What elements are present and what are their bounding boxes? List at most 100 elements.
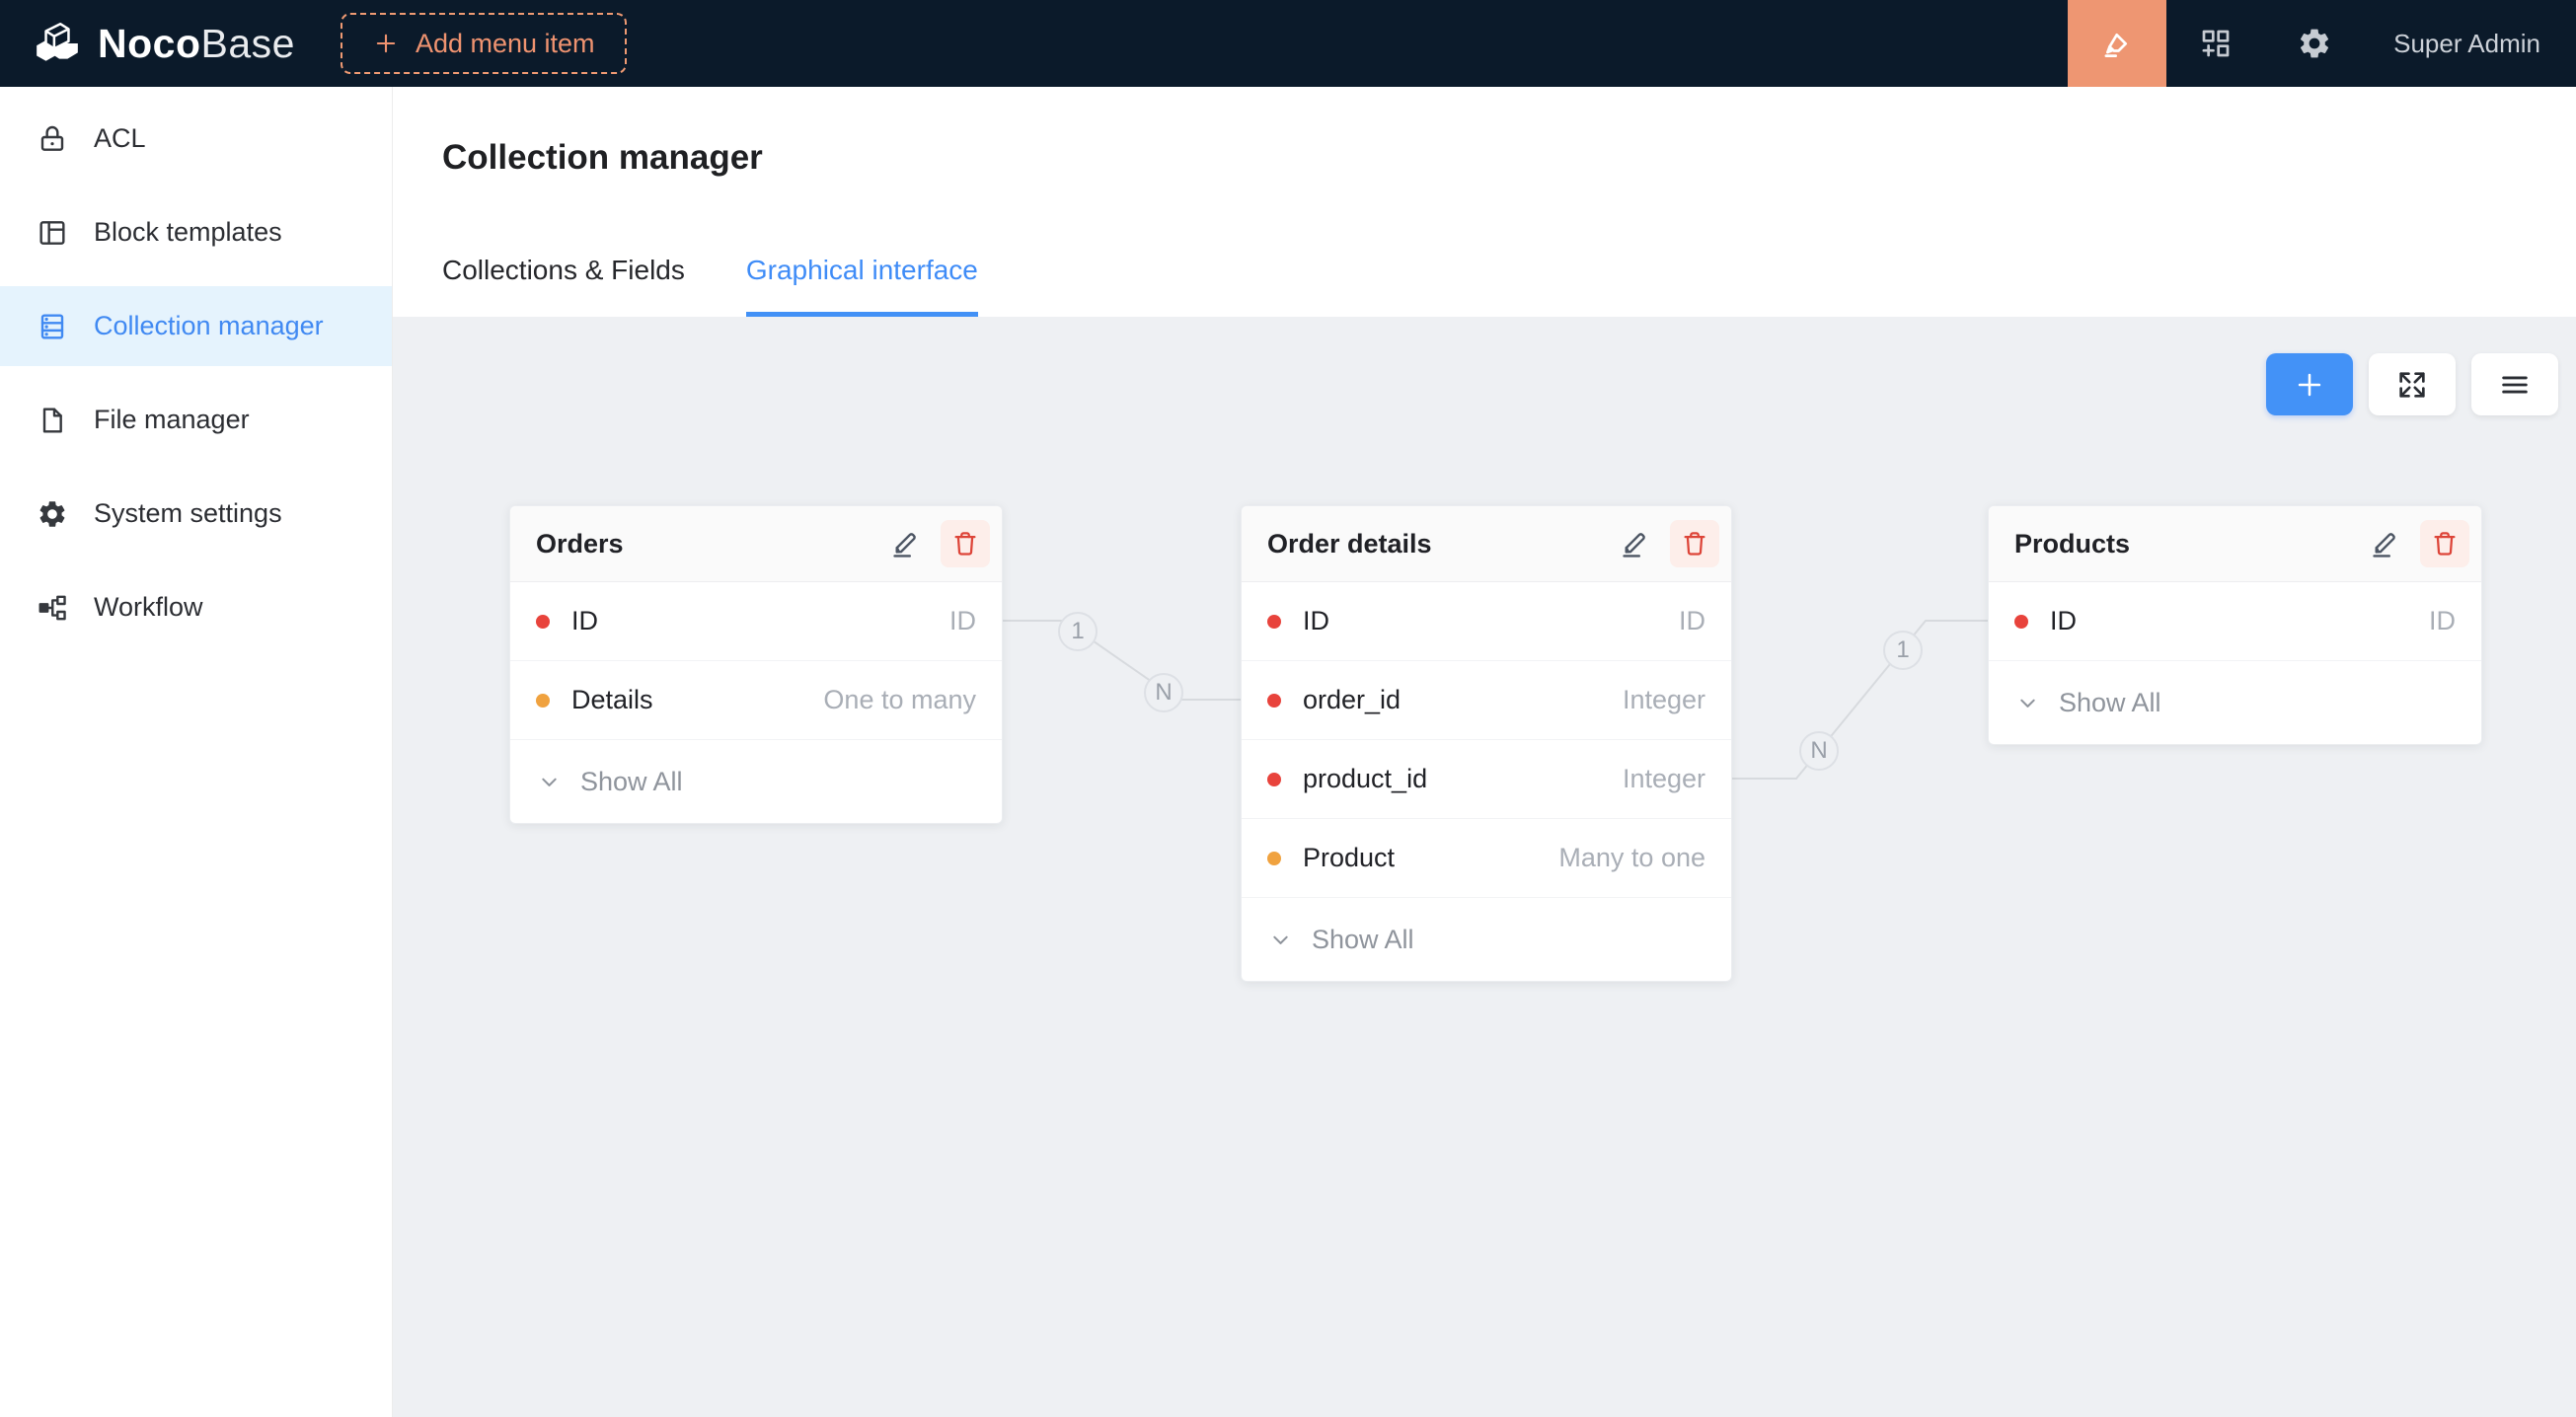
pencil-icon: [1623, 533, 1645, 558]
nocobase-logo[interactable]: NocoBase: [33, 19, 295, 68]
edit-collection-button[interactable]: [2357, 519, 2412, 568]
ui-editor-button[interactable]: [2068, 0, 2167, 87]
entity-header[interactable]: Orders: [510, 506, 1002, 582]
foreign-key-dot: [1267, 772, 1281, 786]
trash-icon: [2434, 532, 2456, 556]
show-all-label: Show All: [1312, 924, 1414, 954]
plus-icon: [2298, 373, 2321, 396]
hamburger-menu-icon: [2502, 376, 2528, 393]
tab-graphical-interface[interactable]: Graphical interface: [745, 255, 978, 317]
field-row[interactable]: ID ID: [1242, 582, 1731, 661]
field-row[interactable]: product_id Integer: [1242, 740, 1731, 819]
sidebar-item-workflow[interactable]: Workflow: [0, 567, 392, 647]
edge-cardinality-label: 1: [1883, 631, 1923, 670]
highlighter-icon: [2104, 33, 2128, 57]
field-type: ID: [2429, 606, 2456, 635]
field-row[interactable]: ID ID: [510, 582, 1002, 661]
plugin-manager-button[interactable]: [2166, 0, 2265, 87]
pencil-icon: [893, 533, 916, 558]
file-icon: [42, 407, 62, 433]
nocobase-logo-icon: [37, 22, 78, 61]
field-type: Many to one: [1558, 843, 1705, 872]
sidebar-item-label: Collection manager: [94, 311, 324, 340]
show-all-button[interactable]: Show All: [1242, 898, 1731, 981]
relation-dot: [536, 693, 550, 708]
plugin-grid-icon: [2202, 30, 2230, 57]
trash-icon: [1684, 532, 1705, 556]
primary-key-dot: [536, 614, 550, 629]
sidebar-item-label: ACL: [94, 123, 146, 153]
tab-collections-and-fields[interactable]: Collections & Fields: [442, 255, 685, 285]
chevron-down-icon: [2020, 699, 2035, 708]
primary-key-dot: [2014, 614, 2028, 629]
field-name: ID: [571, 606, 598, 635]
gear-icon: [39, 500, 65, 527]
edge-cardinality-label: 1: [1058, 612, 1098, 651]
edit-collection-button[interactable]: [1607, 519, 1662, 568]
entity-title: Order details: [1267, 528, 1432, 559]
delete-collection-button[interactable]: [2420, 520, 2469, 567]
field-type: ID: [1679, 606, 1705, 635]
entity-header[interactable]: Order details: [1242, 506, 1731, 582]
relationship-edges: [1003, 620, 1988, 780]
database-icon: [40, 313, 64, 339]
gear-icon: [2301, 29, 2329, 58]
graph-menu-button[interactable]: [2471, 353, 2558, 415]
add-menu-item-button[interactable]: Add menu item: [340, 13, 627, 74]
field-name: ID: [2050, 606, 2077, 635]
field-name: Product: [1303, 843, 1396, 872]
field-type: Integer: [1622, 685, 1705, 714]
field-name: Details: [571, 685, 653, 714]
entity-card-products: Products: [1988, 505, 2482, 745]
top-navbar: NocoBase Add menu item Super Admin: [0, 0, 2576, 87]
show-all-label: Show All: [580, 766, 683, 796]
field-row[interactable]: order_id Integer: [1242, 661, 1731, 740]
layout-icon: [39, 220, 65, 245]
sidebar: ACL Block templates Collection manager F…: [0, 87, 393, 1417]
fullscreen-button[interactable]: [2369, 353, 2456, 415]
sidebar-item-collection-manager[interactable]: Collection manager: [0, 286, 392, 366]
pencil-icon: [2373, 533, 2395, 558]
current-user-menu[interactable]: Super Admin: [2393, 28, 2540, 58]
delete-collection-button[interactable]: [941, 520, 990, 567]
sidebar-item-label: Block templates: [94, 217, 282, 247]
sidebar-item-label: System settings: [94, 498, 282, 528]
er-diagram-canvas[interactable]: 1 N N 1 Orders: [393, 317, 2576, 1417]
sidebar-item-label: Workflow: [94, 592, 203, 622]
add-collection-button[interactable]: [2266, 353, 2353, 415]
sidebar-item-file-manager[interactable]: File manager: [0, 380, 392, 460]
show-all-button[interactable]: Show All: [1989, 661, 2481, 744]
navbar-right: Super Admin: [2068, 0, 2576, 87]
field-type: Integer: [1622, 764, 1705, 793]
entity-header[interactable]: Products: [1989, 506, 2481, 582]
sidebar-item-block-templates[interactable]: Block templates: [0, 192, 392, 272]
field-name: product_id: [1303, 764, 1428, 793]
delete-collection-button[interactable]: [1670, 520, 1719, 567]
sidebar-item-system-settings[interactable]: System settings: [0, 474, 392, 554]
workflow-icon: [38, 595, 66, 620]
field-row[interactable]: Details One to many: [510, 661, 1002, 740]
add-menu-item-label: Add menu item: [415, 28, 595, 58]
page-title: Collection manager: [442, 138, 763, 177]
lock-icon: [40, 125, 64, 151]
entity-card-orders: Orders: [509, 505, 1003, 824]
edge-cardinality-label: N: [1799, 731, 1839, 771]
field-name: ID: [1303, 606, 1329, 635]
foreign-key-dot: [1267, 693, 1281, 708]
chevron-down-icon: [1273, 935, 1288, 944]
show-all-button[interactable]: Show All: [510, 740, 1002, 823]
field-type: One to many: [823, 685, 976, 714]
settings-button[interactable]: [2265, 0, 2364, 87]
chevron-down-icon: [542, 778, 557, 786]
sidebar-item-acl[interactable]: ACL: [0, 99, 392, 179]
entity-card-order-details: Order details: [1241, 505, 1732, 982]
tab-bar: Collections & Fields Graphical interface: [442, 255, 2576, 317]
show-all-label: Show All: [2059, 687, 2161, 717]
field-row[interactable]: ID ID: [1989, 582, 2481, 661]
field-row[interactable]: Product Many to one: [1242, 819, 1731, 898]
plus-icon: [376, 34, 396, 53]
sidebar-item-label: File manager: [94, 405, 250, 434]
entity-title: Products: [2014, 528, 2131, 559]
edit-collection-button[interactable]: [877, 519, 933, 568]
entity-title: Orders: [536, 528, 624, 559]
